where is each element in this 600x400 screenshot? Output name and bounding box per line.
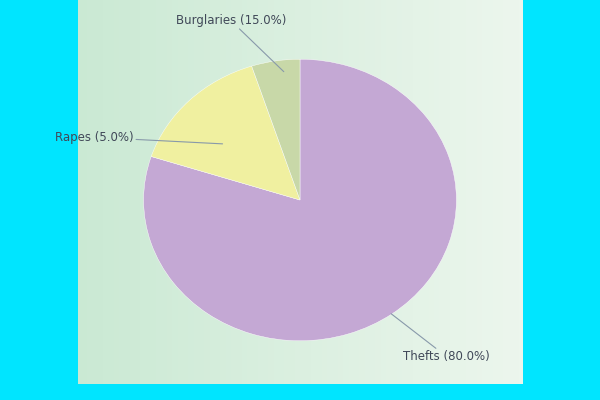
Text: Burglaries (15.0%): Burglaries (15.0%) (176, 14, 286, 72)
Text: Rapes (5.0%): Rapes (5.0%) (55, 131, 223, 144)
Wedge shape (143, 59, 457, 341)
Text: Thefts (80.0%): Thefts (80.0%) (391, 314, 490, 363)
Wedge shape (151, 66, 300, 200)
Wedge shape (251, 59, 300, 200)
